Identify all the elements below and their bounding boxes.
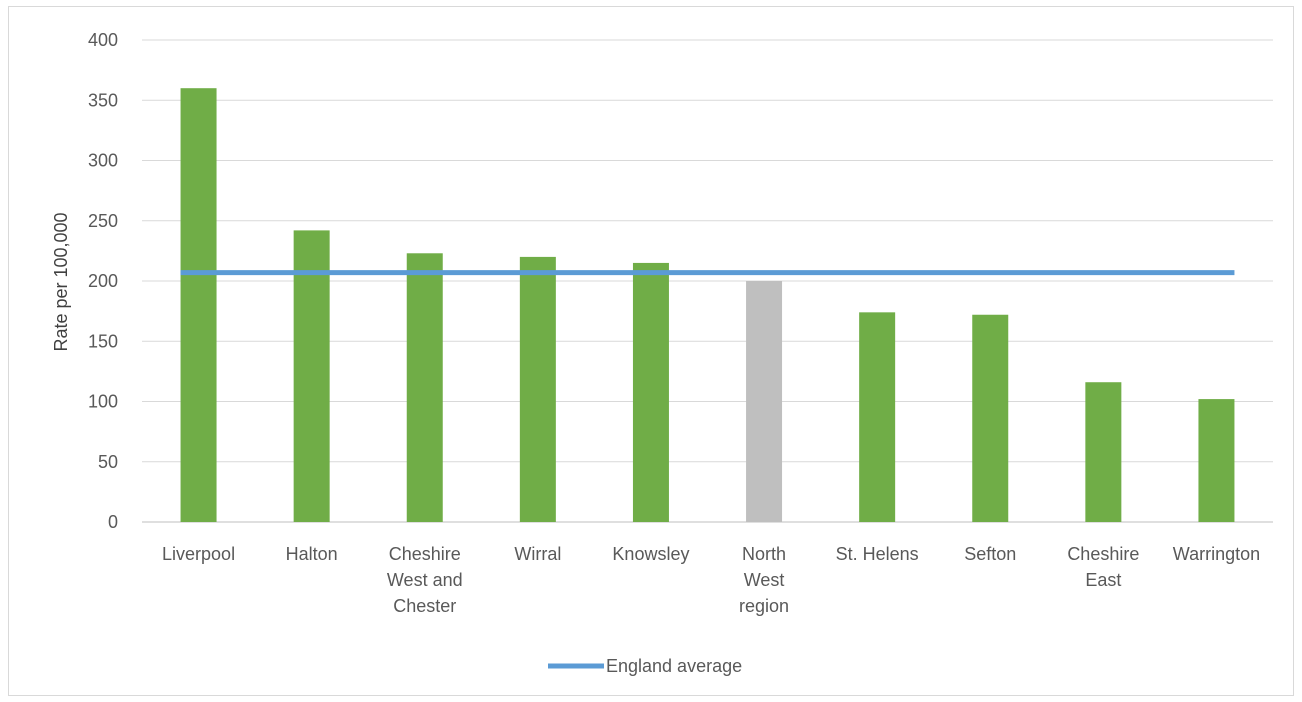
x-tick-label: Liverpool [162,544,235,564]
x-tick-label: Cheshire West and Chester [387,544,463,616]
x-tick-label: North West region [739,544,789,616]
y-tick-label: 150 [88,331,118,351]
x-tick-label: Wirral [514,544,561,564]
legend: England average [548,656,742,676]
y-tick-label: 50 [98,452,118,472]
bar [406,253,443,522]
bar [180,88,217,522]
gridlines [142,39,1273,523]
x-tick-label: Halton [286,544,338,564]
y-axis-title: Rate per 100,000 [51,212,71,351]
bars [180,88,1235,522]
x-tick-label: Cheshire East [1067,544,1139,590]
bar [1085,382,1122,522]
y-tick-label: 100 [88,392,118,412]
bar [859,312,896,522]
y-tick-label: 400 [88,30,118,50]
x-tick-label: Knowsley [612,544,689,564]
bar [632,262,669,522]
legend-label-england-average: England average [606,656,742,676]
x-tick-label: St. Helens [836,544,919,564]
y-axis-ticks: 0 50 100 150 200 250 300 350 400 [88,30,118,532]
bar [519,256,556,522]
y-tick-label: 300 [88,151,118,171]
y-tick-label: 350 [88,90,118,110]
bar [1198,399,1235,522]
y-tick-label: 200 [88,271,118,291]
x-tick-label: Warrington [1173,544,1260,564]
x-tick-label: Sefton [964,544,1016,564]
y-tick-label: 250 [88,211,118,231]
bar [972,314,1009,522]
x-axis-labels: Liverpool Halton Cheshire West and Chester Wi… [162,544,1260,616]
bar [293,230,330,522]
y-tick-label: 0 [108,512,118,532]
bar [746,281,783,522]
